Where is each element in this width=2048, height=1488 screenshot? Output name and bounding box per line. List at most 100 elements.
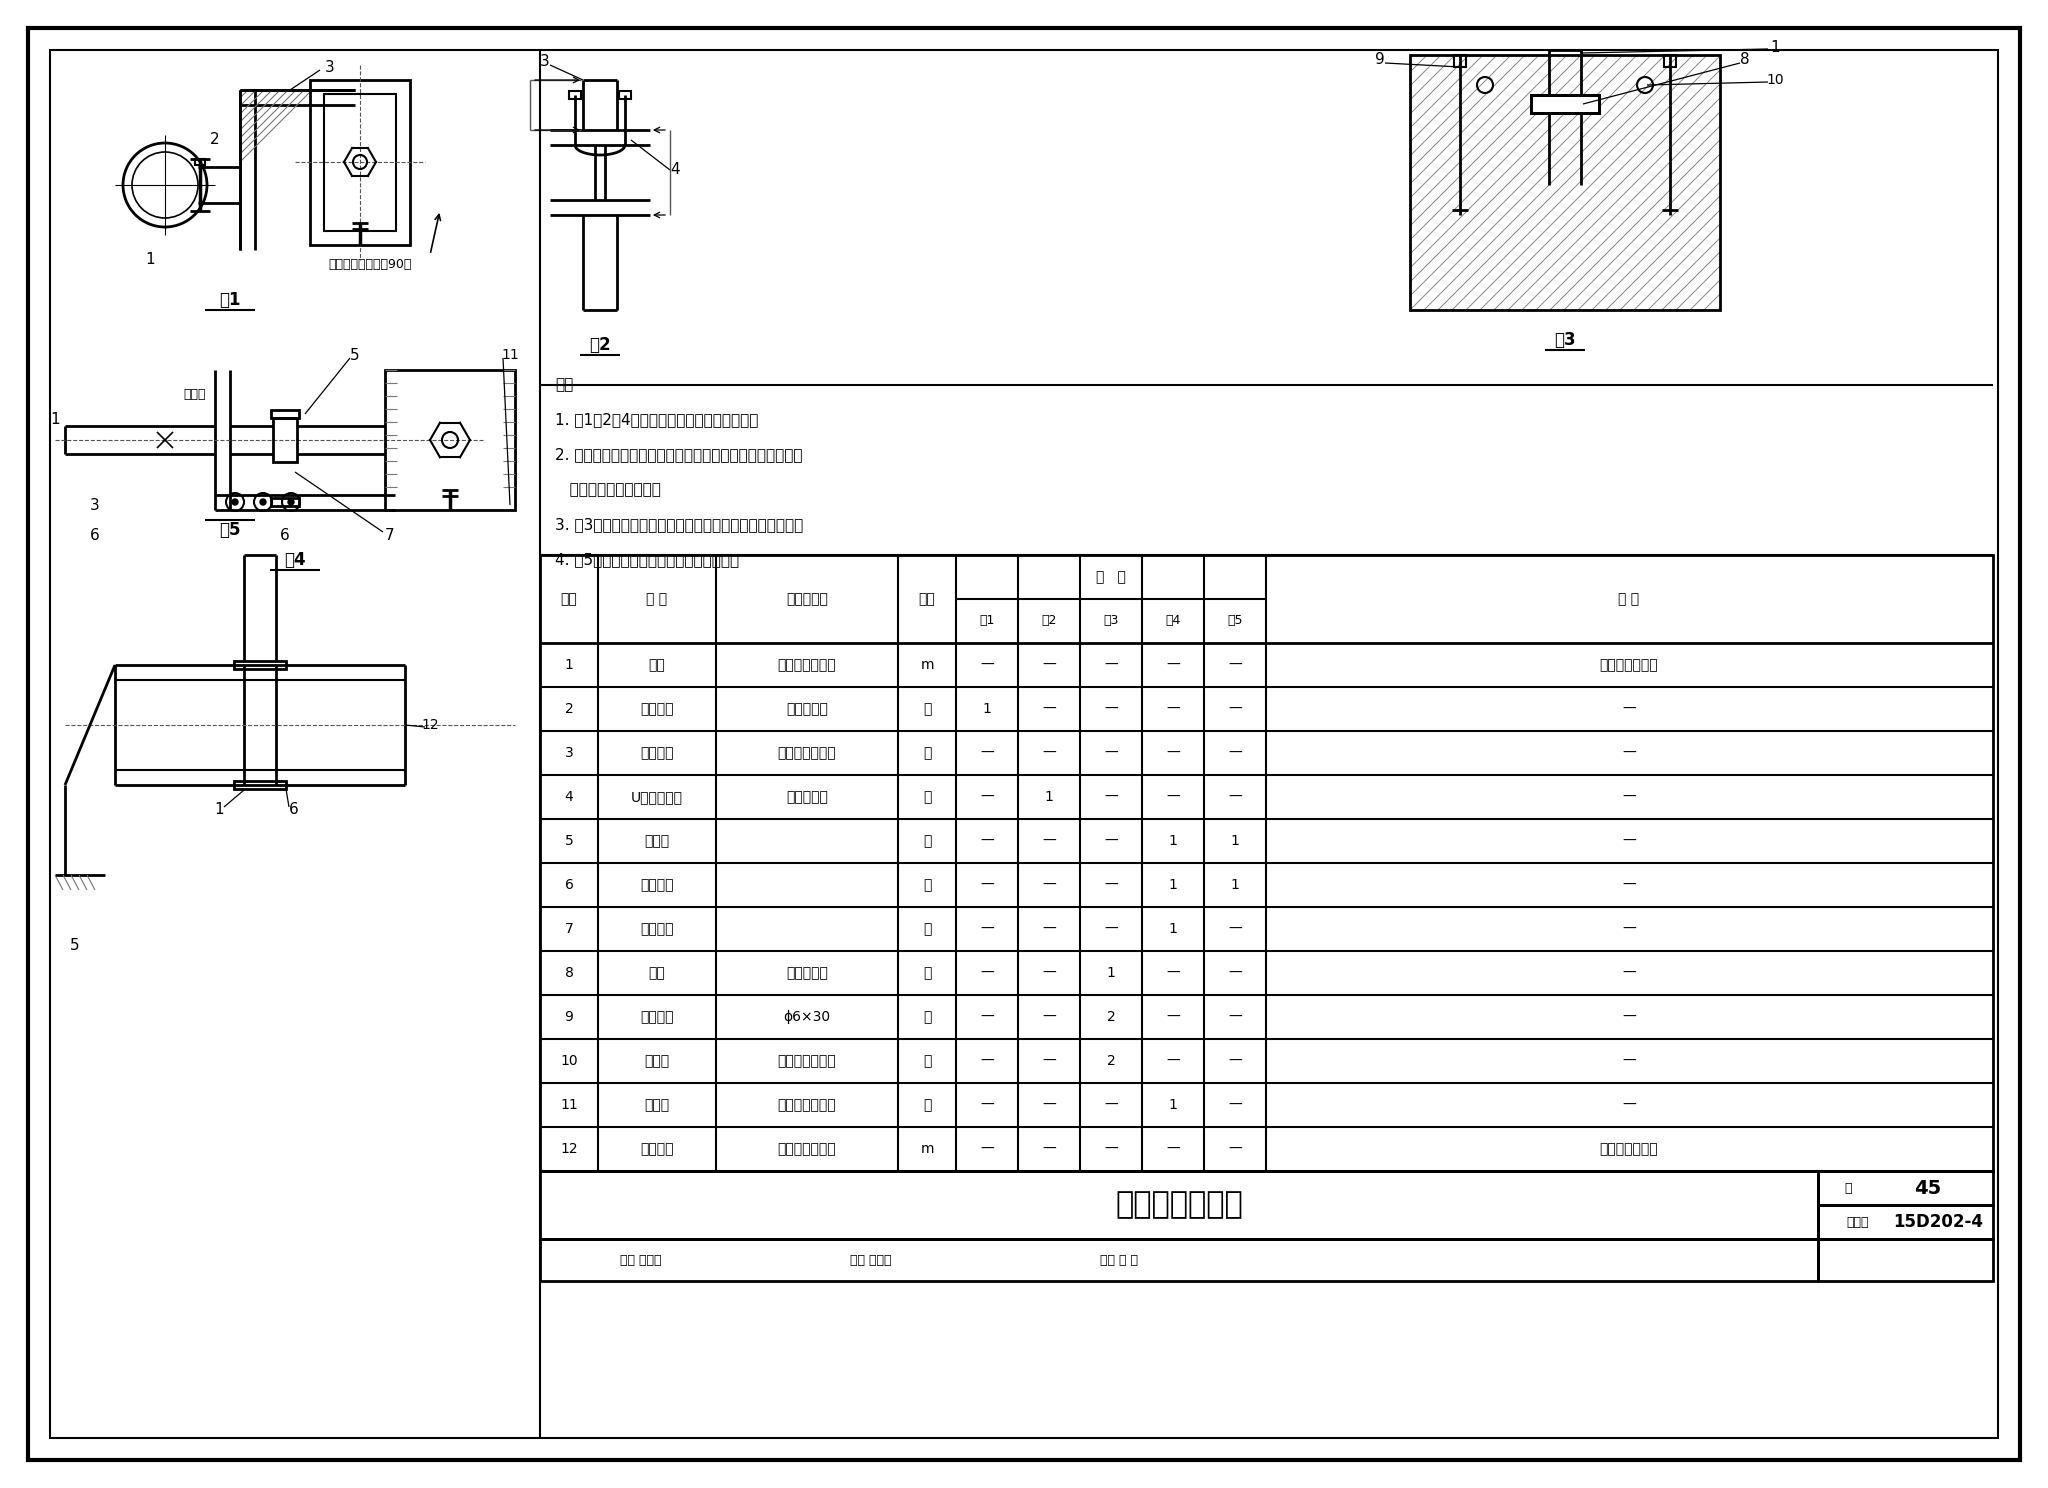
Text: —: — (1042, 1141, 1057, 1156)
Text: 套: 套 (924, 745, 932, 760)
Bar (233, 781, 287, 789)
Text: —: — (1622, 702, 1636, 716)
Text: 套: 套 (924, 702, 932, 716)
Text: 电缆接头: 电缆接头 (641, 923, 674, 936)
Text: —: — (1165, 1010, 1180, 1024)
Bar (270, 498, 299, 506)
Text: 个: 个 (924, 966, 932, 981)
Text: 9: 9 (1374, 52, 1384, 67)
Circle shape (289, 498, 295, 504)
Text: 3. 图3适用于线管在水泥基础（屋面防水层除外）上明敷。: 3. 图3适用于线管在水泥基础（屋面防水层除外）上明敷。 (555, 518, 803, 533)
Text: 校对 周华江: 校对 周华江 (850, 1253, 891, 1266)
Text: 塑料膨胀: 塑料膨胀 (641, 1010, 674, 1024)
Text: 护圈帽: 护圈帽 (645, 833, 670, 848)
Bar (1409, 55, 1720, 310)
Text: 鞍板管卡: 鞍板管卡 (641, 702, 674, 716)
Bar (270, 411, 299, 418)
Text: —: — (1165, 658, 1180, 673)
Text: —: — (1229, 790, 1241, 804)
Text: 由工程设计确定: 由工程设计确定 (778, 1141, 836, 1156)
Text: 钢管: 钢管 (649, 658, 666, 673)
Text: 1: 1 (215, 802, 223, 817)
Text: —: — (1229, 966, 1241, 981)
Bar (1819, 1205, 1993, 1240)
Text: 序号: 序号 (561, 592, 578, 606)
Text: 与塑料膨胀配合: 与塑料膨胀配合 (778, 1054, 836, 1068)
Text: 接地线: 接地线 (184, 388, 207, 402)
Text: 4: 4 (670, 162, 680, 177)
Bar (233, 661, 287, 670)
Text: 名 称: 名 称 (647, 592, 668, 606)
Text: —: — (1622, 923, 1636, 936)
Text: 2. 光伏支架上钻孔应在工程设计时征得支架设计单位同意，: 2. 光伏支架上钻孔应在工程设计时征得支架设计单位同意， (555, 448, 803, 463)
Text: —: — (1229, 1141, 1241, 1156)
Text: —: — (1622, 1098, 1636, 1112)
Text: 2: 2 (1106, 1010, 1116, 1024)
Bar (1532, 95, 1599, 113)
Text: —: — (1104, 1141, 1118, 1156)
Text: —: — (1042, 1098, 1057, 1112)
Bar (541, 1240, 1819, 1281)
Bar (618, 91, 631, 100)
Text: 6: 6 (565, 878, 573, 891)
Text: —: — (1229, 1010, 1241, 1024)
Text: 图3: 图3 (1554, 330, 1575, 350)
Text: —: — (1104, 1098, 1118, 1112)
Text: U形螺丝管卡: U形螺丝管卡 (631, 790, 682, 804)
Text: —: — (1165, 1054, 1180, 1068)
Text: 个: 个 (924, 833, 932, 848)
Text: —: — (1622, 745, 1636, 760)
Text: —: — (981, 833, 993, 848)
Text: 图2: 图2 (1040, 615, 1057, 628)
Text: 3: 3 (541, 55, 549, 70)
Text: m: m (920, 658, 934, 673)
Text: —: — (1104, 923, 1118, 936)
Text: 审核 傅明华: 审核 傅明华 (621, 1253, 662, 1266)
Text: 4. 图5适用于电缆从电缆槽盒中明管引出。: 4. 图5适用于电缆从电缆槽盒中明管引出。 (555, 552, 739, 567)
Text: —: — (1229, 658, 1241, 673)
Text: 1: 1 (565, 658, 573, 673)
Text: —: — (1165, 702, 1180, 716)
Text: —: — (1229, 745, 1241, 760)
Text: —: — (1104, 833, 1118, 848)
Text: 45: 45 (1915, 1178, 1942, 1198)
Text: —: — (1042, 658, 1057, 673)
Text: 1: 1 (1106, 966, 1116, 981)
Bar (541, 555, 1993, 1171)
Text: 由工程设计确定: 由工程设计确定 (778, 1098, 836, 1112)
Text: 1: 1 (1231, 878, 1239, 891)
Text: —: — (1622, 878, 1636, 891)
Text: —: — (1042, 833, 1057, 848)
Text: 个: 个 (924, 878, 932, 891)
Text: 不影响支架整体强度。: 不影响支架整体强度。 (555, 482, 662, 497)
Text: —: — (1165, 1141, 1180, 1156)
Text: 1: 1 (1231, 833, 1239, 848)
Text: 7: 7 (565, 923, 573, 936)
Text: —: — (981, 923, 993, 936)
Bar (569, 91, 582, 100)
Text: 8: 8 (1741, 52, 1749, 67)
Text: 图4: 图4 (1165, 615, 1182, 628)
Text: 图5: 图5 (219, 521, 242, 539)
Text: —: — (1104, 878, 1118, 891)
Text: —: — (981, 966, 993, 981)
Text: —: — (1622, 790, 1636, 804)
Text: —: — (981, 1010, 993, 1024)
Text: 2: 2 (565, 702, 573, 716)
Text: 套: 套 (924, 790, 932, 804)
Text: 光伏支架: 光伏支架 (641, 745, 674, 760)
Text: —: — (1165, 966, 1180, 981)
Text: 4: 4 (565, 790, 573, 804)
Text: 钢导管配线安装: 钢导管配线安装 (1114, 1190, 1243, 1220)
Text: 1: 1 (145, 253, 156, 268)
Text: 1: 1 (1044, 790, 1053, 804)
Text: —: — (981, 790, 993, 804)
Bar (1819, 1171, 1993, 1205)
Text: 单位: 单位 (920, 592, 936, 606)
Text: 1: 1 (1169, 833, 1178, 848)
Bar (541, 1171, 1819, 1240)
Text: 数量依工程设计: 数量依工程设计 (1599, 658, 1659, 673)
Text: 型号及规格: 型号及规格 (786, 592, 827, 606)
Text: —: — (1042, 745, 1057, 760)
Text: 木螺丝: 木螺丝 (645, 1054, 670, 1068)
